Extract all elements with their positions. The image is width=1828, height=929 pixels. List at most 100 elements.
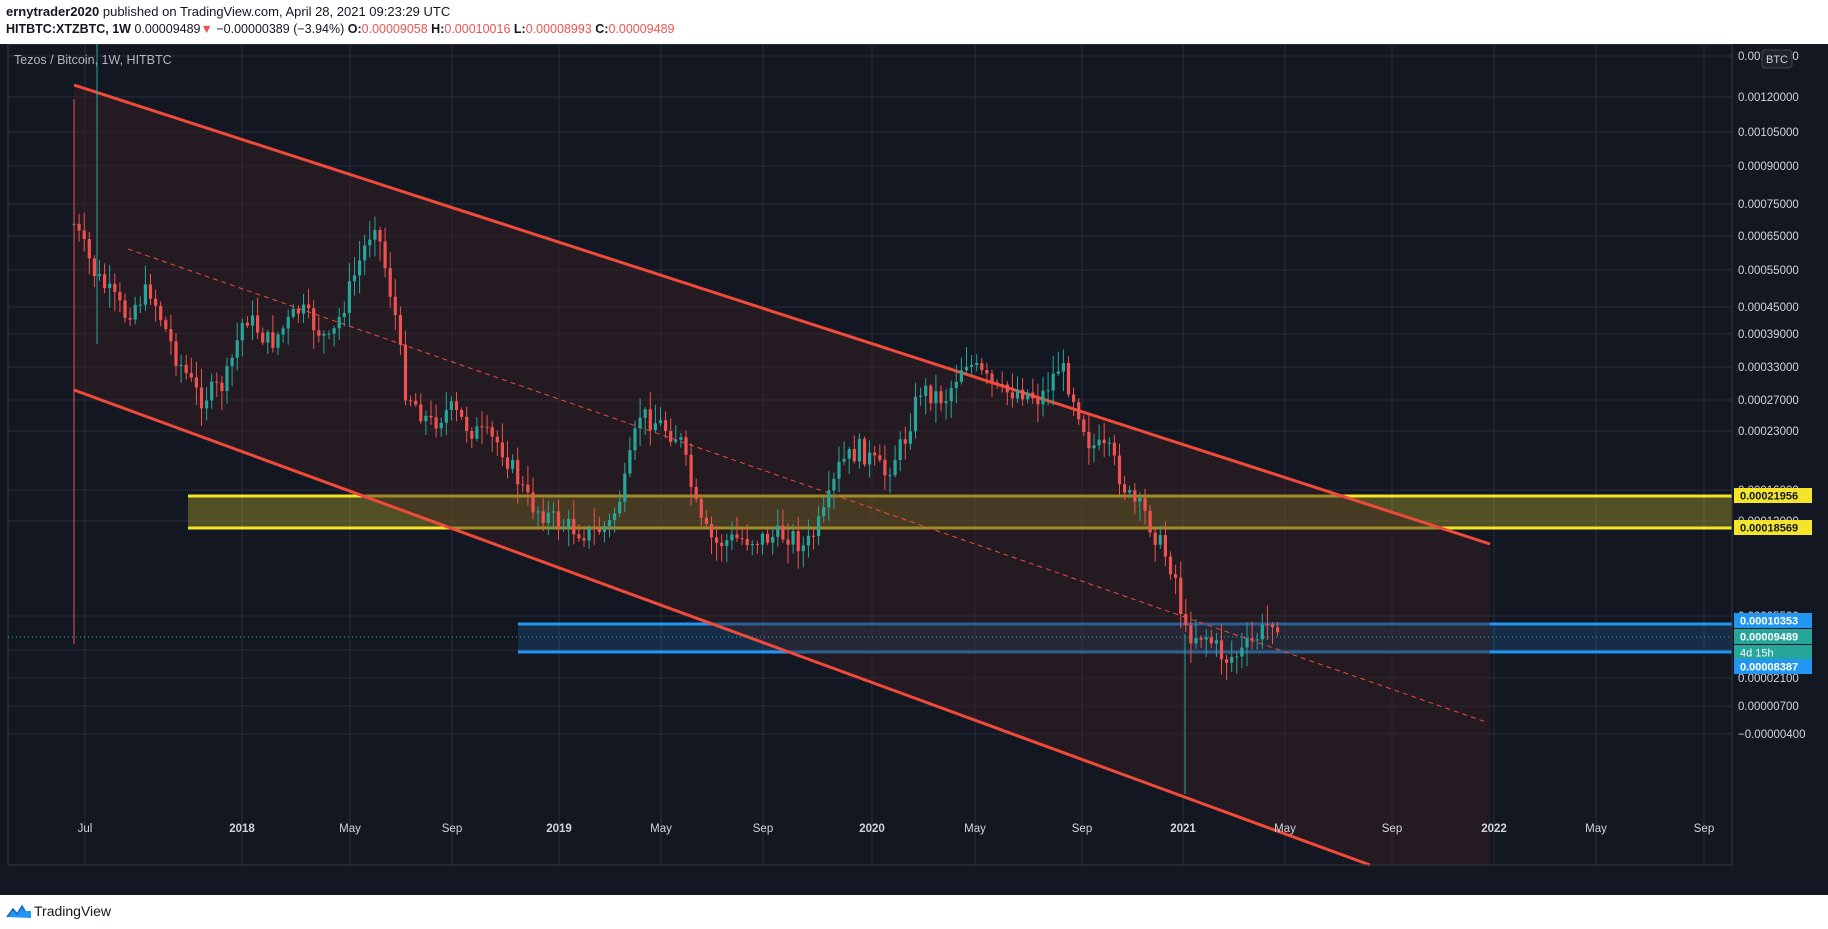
candle-body bbox=[1026, 392, 1030, 400]
price-tag-bg bbox=[1734, 659, 1812, 674]
candle-body bbox=[1112, 442, 1116, 456]
candlesticks bbox=[72, 44, 1280, 794]
candle-body bbox=[189, 373, 193, 378]
candle-body bbox=[465, 416, 469, 432]
price-tag-text: 4d 15h bbox=[1740, 648, 1774, 660]
candle-body bbox=[857, 438, 861, 462]
time-axis[interactable]: Jul 2018 May Sep 2019 May Sep 2020 May Sep 2021 May… bbox=[78, 823, 1715, 835]
price-tag-bg bbox=[1734, 645, 1812, 660]
candle-body bbox=[908, 431, 912, 444]
resistance-zone bbox=[188, 496, 1732, 528]
candle-body bbox=[735, 534, 739, 539]
candle-body bbox=[582, 538, 586, 541]
candle-body bbox=[893, 459, 897, 476]
candle-body bbox=[664, 420, 668, 432]
time-tick-label: May bbox=[339, 823, 361, 835]
candle-body bbox=[643, 409, 647, 418]
candle-body bbox=[368, 239, 372, 246]
chart-background bbox=[0, 44, 1828, 895]
descending-channel[interactable] bbox=[73, 83, 1491, 867]
candle-body bbox=[684, 437, 688, 455]
candle-body bbox=[827, 490, 831, 508]
candle-body bbox=[817, 516, 821, 537]
candle-body bbox=[903, 439, 907, 444]
candle-body bbox=[1245, 638, 1249, 648]
candle-body bbox=[1107, 442, 1111, 444]
candle-body bbox=[403, 344, 408, 401]
price-tick-label: 0.00000700 bbox=[1738, 701, 1799, 713]
price-tick-label: 0.00039000 bbox=[1738, 329, 1799, 341]
candle-body bbox=[148, 284, 153, 299]
time-tick-label: Sep bbox=[753, 823, 773, 835]
candle-body bbox=[868, 452, 872, 465]
candle-body bbox=[985, 370, 989, 374]
last-price: 0.00009489 bbox=[134, 22, 201, 36]
price-tick-label: 0.00023000 bbox=[1738, 426, 1799, 438]
candle-body bbox=[393, 296, 397, 316]
candle-body bbox=[832, 478, 836, 491]
candle-body bbox=[970, 364, 974, 367]
price-chart[interactable]: 0.001350000.001200000.001050000.00090000… bbox=[0, 44, 1828, 895]
time-tick-label: Sep bbox=[1382, 823, 1402, 835]
candle-body bbox=[1204, 637, 1208, 640]
candle-body bbox=[1189, 625, 1193, 644]
candle-body bbox=[913, 396, 918, 432]
candle-body bbox=[388, 268, 392, 297]
candle-body bbox=[607, 520, 612, 526]
candle-body bbox=[194, 377, 198, 388]
candle-body bbox=[811, 535, 816, 537]
candle-body bbox=[516, 460, 520, 485]
tradingview-logo-icon[interactable] bbox=[6, 902, 32, 922]
candle-body bbox=[1097, 439, 1101, 446]
candle-body bbox=[363, 245, 367, 261]
candle-body bbox=[924, 385, 928, 396]
candle-body bbox=[1158, 535, 1162, 545]
candle-body bbox=[378, 230, 382, 242]
candle-body bbox=[1031, 392, 1035, 399]
candle-body bbox=[230, 357, 234, 367]
candle-body bbox=[786, 539, 790, 545]
candle-body bbox=[240, 322, 244, 341]
author-name[interactable]: ernytrader2020 bbox=[6, 4, 100, 19]
candle-body bbox=[159, 305, 163, 321]
price-tag-text: 0.00009489 bbox=[1740, 632, 1798, 644]
candle-body bbox=[602, 525, 606, 532]
candle-body bbox=[709, 524, 714, 538]
currency-badge[interactable]: BTC bbox=[1761, 49, 1793, 69]
price-tick-label: 0.00105000 bbox=[1738, 127, 1799, 139]
candle-body bbox=[883, 459, 887, 476]
candle-body bbox=[551, 511, 555, 513]
candle-body bbox=[521, 484, 525, 486]
time-tick-label: May bbox=[650, 823, 672, 835]
symbol-label: HITBTC:XTZBTC, 1W bbox=[6, 22, 131, 36]
high-value: 0.00010016 bbox=[444, 22, 511, 36]
candle-body bbox=[235, 340, 239, 358]
time-tick-label: Jul bbox=[78, 823, 93, 835]
time-tick-label: 2021 bbox=[1170, 823, 1196, 835]
candle-body bbox=[592, 528, 596, 530]
candle-body bbox=[1010, 392, 1014, 399]
candle-body bbox=[531, 492, 535, 513]
candle-body bbox=[1153, 532, 1157, 545]
candle-body bbox=[475, 426, 479, 439]
candle-body bbox=[174, 341, 178, 366]
candle-body bbox=[587, 528, 591, 541]
price-tick-label: 0.00120000 bbox=[1738, 92, 1799, 104]
candle-body bbox=[250, 315, 255, 326]
candle-body bbox=[138, 304, 142, 306]
channel-lower-line bbox=[73, 388, 1371, 867]
candle-body bbox=[1092, 445, 1096, 449]
ohlc-line: HITBTC:XTZBTC, 1W 0.00009489▼ −0.0000038… bbox=[6, 22, 675, 36]
candle-body bbox=[276, 334, 280, 348]
candle-body bbox=[720, 542, 724, 547]
candle-body bbox=[791, 531, 795, 545]
candle-body bbox=[949, 387, 953, 402]
candle-body bbox=[245, 322, 249, 326]
candle-body bbox=[618, 501, 622, 514]
tradingview-brand[interactable]: TradingView bbox=[34, 903, 112, 919]
candle-body bbox=[322, 333, 326, 336]
candle-body bbox=[801, 545, 805, 552]
time-tick-label: 2022 bbox=[1481, 823, 1507, 835]
candle-body bbox=[1214, 640, 1218, 644]
candle-body bbox=[327, 333, 331, 335]
